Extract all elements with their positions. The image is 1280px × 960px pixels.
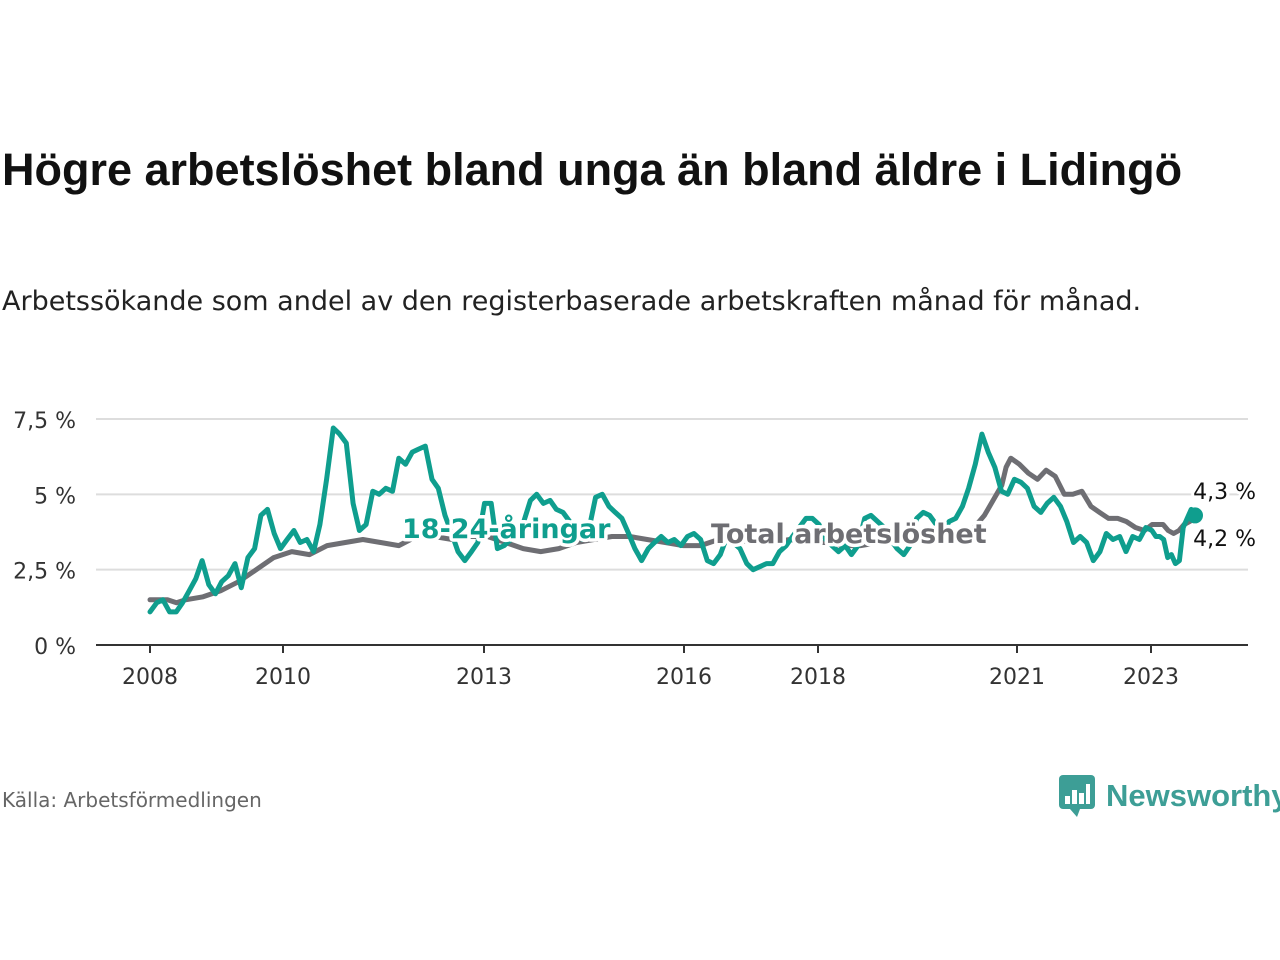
x-tick-label: 2021 xyxy=(989,665,1045,690)
y-tick-label: 2,5 % xyxy=(13,560,76,585)
source-note: Källa: Arbetsförmedlingen xyxy=(2,788,262,812)
series-lines xyxy=(147,425,1203,615)
youth-end-marker xyxy=(1187,507,1203,524)
total-end-label: 4,2 % xyxy=(1193,527,1256,552)
youth-series-label-halo: 18-24-åringar xyxy=(402,513,611,545)
x-tick-label: 2013 xyxy=(456,665,512,690)
y-axis-labels: 0 % 2,5 % 5 % 7,5 % xyxy=(13,409,76,660)
brand-name: Newsworthy xyxy=(1106,778,1280,813)
total-end-label-halo: 4,2 % xyxy=(1193,527,1256,552)
line-chart: 0 % 2,5 % 5 % 7,5 % 2008 2010 2013 2016 2018 202… xyxy=(13,409,1260,690)
total-line xyxy=(147,455,1198,606)
chart-subtitle: Arbetssökande som andel av den registerb… xyxy=(2,286,1142,317)
y-tick-label: 5 % xyxy=(34,484,76,509)
x-tick-label: 2016 xyxy=(656,665,712,690)
gridlines xyxy=(96,418,1248,571)
total-series-label-halo: Total arbetslöshet xyxy=(711,519,987,550)
newsworthy-logo[interactable]: Newsworthy xyxy=(1058,774,1280,818)
x-axis: 2008 2010 2013 2016 2018 2021 2023 xyxy=(96,644,1248,690)
x-tick-label: 2023 xyxy=(1123,665,1179,690)
x-tick-label: 2008 xyxy=(122,665,178,690)
x-tick-label: 2018 xyxy=(790,665,846,690)
chart-title: Högre arbetslöshet bland unga än bland ä… xyxy=(2,144,1183,195)
youth-end-label-halo: 4,3 % xyxy=(1193,480,1256,505)
total-series-label: Total arbetslöshet xyxy=(711,519,987,550)
youth-line xyxy=(147,425,1198,615)
newsworthy-chart-icon xyxy=(1059,775,1095,817)
youth-series-label: 18-24-åringar xyxy=(402,513,611,545)
x-tick-label: 2010 xyxy=(255,665,311,690)
y-tick-label: 0 % xyxy=(34,635,76,660)
y-tick-label: 7,5 % xyxy=(13,409,76,434)
youth-end-label: 4,3 % xyxy=(1193,480,1256,505)
